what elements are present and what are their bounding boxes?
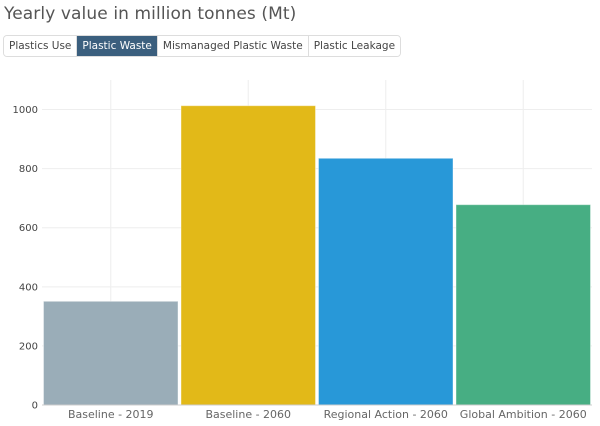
tab-mismanaged-plastic-waste[interactable]: Mismanaged Plastic Waste bbox=[157, 36, 309, 56]
x-tick-label: Global Ambition - 2060 bbox=[460, 408, 587, 421]
x-tick-label: Baseline - 2060 bbox=[205, 408, 291, 421]
chart-title: Yearly value in million tonnes (Mt) bbox=[4, 4, 297, 24]
x-tick-label: Baseline - 2019 bbox=[68, 408, 154, 421]
tab-plastic-waste[interactable]: Plastic Waste bbox=[77, 36, 158, 56]
y-tick-label: 0 bbox=[32, 401, 38, 412]
x-tick-label: Regional Action - 2060 bbox=[324, 408, 448, 421]
y-tick-label: 1000 bbox=[13, 105, 38, 116]
metric-tabs: Plastics Use Plastic Waste Mismanaged Pl… bbox=[3, 35, 402, 57]
y-tick-label: 600 bbox=[19, 223, 38, 234]
bar bbox=[318, 157, 454, 406]
bar bbox=[43, 300, 179, 406]
y-tick-label: 800 bbox=[19, 164, 38, 175]
bar bbox=[455, 204, 591, 406]
bar bbox=[180, 105, 316, 406]
tab-plastics-use[interactable]: Plastics Use bbox=[4, 36, 78, 56]
y-tick-label: 400 bbox=[19, 282, 38, 293]
tab-plastic-leakage[interactable]: Plastic Leakage bbox=[308, 36, 401, 56]
y-tick-label: 200 bbox=[19, 341, 38, 352]
